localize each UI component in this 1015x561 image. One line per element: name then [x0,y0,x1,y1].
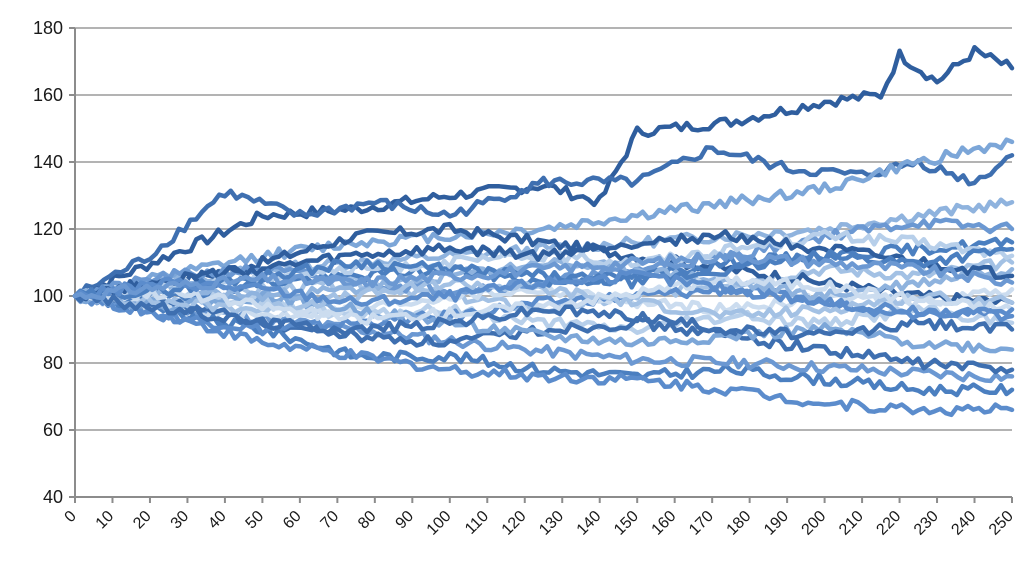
x-tick-label: 160 [649,508,680,539]
y-tick-label: 80 [43,353,63,373]
y-tick-label: 60 [43,420,63,440]
x-tick-label: 60 [280,508,305,533]
x-tick-label: 190 [761,508,792,539]
x-tick-label: 20 [130,508,155,533]
x-tick-label: 10 [93,508,118,533]
x-tick-label: 230 [911,508,942,539]
series-line-24 [72,268,1015,321]
x-tick-label: 30 [168,508,193,533]
axes [69,27,1013,503]
x-tick-label: 150 [611,508,642,539]
series-line-2 [72,145,1015,299]
x-tick-label: 140 [574,508,605,539]
y-tick-label: 40 [43,487,63,507]
x-tick-label: 170 [686,508,717,539]
series-line-21 [72,228,1015,302]
x-tick-label: 130 [536,508,567,539]
x-tick-label: 50 [243,508,268,533]
series-line-22 [72,291,1015,341]
x-tick-label: 0 [62,508,80,526]
x-tick-label: 120 [499,508,530,539]
series-group [72,44,1015,418]
series-line-1 [72,44,1015,299]
series-line-4 [72,293,1015,418]
x-tick-label: 200 [799,508,830,539]
y-tick-label: 180 [33,18,63,38]
x-tick-label: 40 [205,508,230,533]
x-tick-label: 210 [836,508,867,539]
y-tick-label: 160 [33,85,63,105]
x-tick-label: 220 [873,508,904,539]
y-tick-labels: 40 60 80 100 120 140 160 180 [33,18,63,507]
x-tick-label: 70 [318,508,343,533]
x-tick-label: 110 [462,508,492,538]
x-tick-label: 240 [948,508,979,539]
x-tick-label: 80 [355,508,380,533]
x-tick-label: 250 [986,508,1015,539]
x-tick-label: 180 [724,508,755,539]
x-tick-label: 90 [393,508,418,533]
series-line-25 [72,249,1015,301]
series-line-20 [72,273,1015,326]
y-tick-label: 100 [33,286,63,306]
y-tick-label: 120 [33,219,63,239]
series-line-6 [72,137,1015,301]
x-tick-label: 100 [424,508,455,539]
y-tick-label: 140 [33,152,63,172]
x-tick-labels: 0 10 20 30 40 50 60 70 80 90 100 110 120 130 140 150 160… [62,508,1015,539]
